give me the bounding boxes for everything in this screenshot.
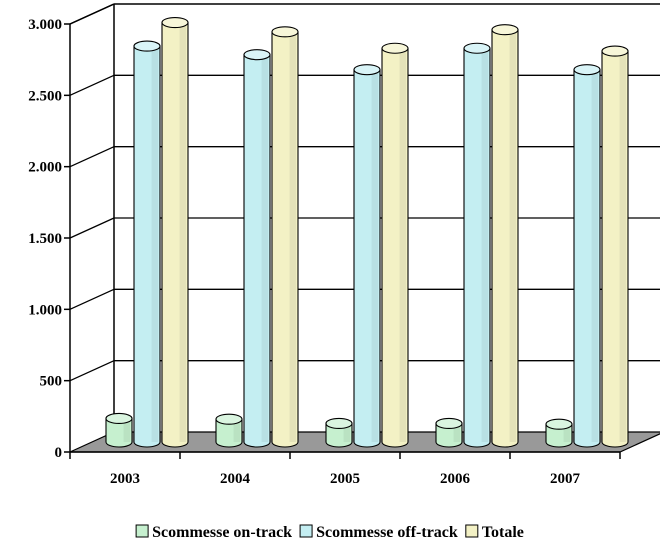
bar-top [353,64,381,76]
bar-top [381,42,409,54]
bar [243,49,271,448]
bar [325,417,353,448]
bar [353,64,381,448]
legend-item: Scommesse on-track [135,524,292,541]
y-tick-label: 1.500 [28,231,62,247]
bar-top [435,417,463,430]
legend-item: Totale [465,524,524,541]
bar [463,42,491,448]
bar [545,418,573,448]
bar-shading [261,54,269,442]
bar-top [491,24,519,36]
bar-top [325,417,353,430]
y-tick-label: 2.500 [28,88,62,104]
bar-top [161,17,189,29]
x-tick-label: 2005 [330,471,360,487]
bar-shading [343,423,351,442]
legend-item: Scommesse off-track [299,524,458,541]
x-tick-label: 2003 [110,471,140,487]
bar [161,17,189,448]
x-tick-label: 2004 [220,471,251,487]
bar [381,42,409,448]
y-tick-label: 1.000 [28,302,62,318]
legend-swatch [299,524,313,538]
bar-shading [371,69,379,442]
bar [271,26,299,448]
x-tick-label: 2006 [440,471,471,487]
gridline-side [69,74,115,96]
bars [105,17,629,448]
bar-shading [151,46,159,442]
bar [133,40,161,448]
y-tick-label: 0 [55,445,63,461]
bar-shading [179,22,187,443]
bar-top [573,64,601,76]
bar-top [215,413,243,425]
bar [491,24,519,448]
legend-label: Scommesse on-track [152,524,292,541]
bar-shading [481,48,489,443]
legend: Scommesse on-track Scommesse off-track Tot… [135,524,524,541]
bar-top [271,26,299,38]
bar-shading [123,418,131,442]
bar-shading [399,48,407,443]
y-tick-label: 500 [40,374,63,390]
bar-top [601,45,629,57]
legend-swatch [135,524,149,538]
y-tick-labels: 0 500 1.000 1.500 2.000 2.500 3.000 [28,17,70,461]
y-tick-label: 2.000 [28,160,62,176]
x-tick-labels: 2003 2004 2005 2006 2007 [69,452,621,487]
bar-top [243,49,271,61]
gridline-side [69,217,115,239]
bar [435,417,463,448]
bar [105,412,133,448]
bar-shading [453,423,461,442]
legend-label: Scommesse off-track [316,524,458,541]
bar-top [545,418,573,430]
bar-shading [619,51,627,443]
bar [215,413,243,448]
bar-shading [563,424,571,442]
gridline-side [69,146,115,168]
bar-top [133,40,161,52]
y-tick-label: 3.000 [28,17,62,33]
bar-shading [233,419,241,442]
bar-shading [591,69,599,442]
gridline-side [69,288,115,310]
bar-shading [289,31,297,442]
bar-shading [509,29,517,443]
bar-top [463,42,491,54]
bar [601,45,629,448]
gridline-side [69,360,115,382]
legend-swatch [465,524,479,538]
bar [573,64,601,448]
gridline-side [69,3,115,25]
legend-label: Totale [482,524,524,541]
bar-top [105,412,133,425]
x-tick-label: 2007 [550,471,581,487]
